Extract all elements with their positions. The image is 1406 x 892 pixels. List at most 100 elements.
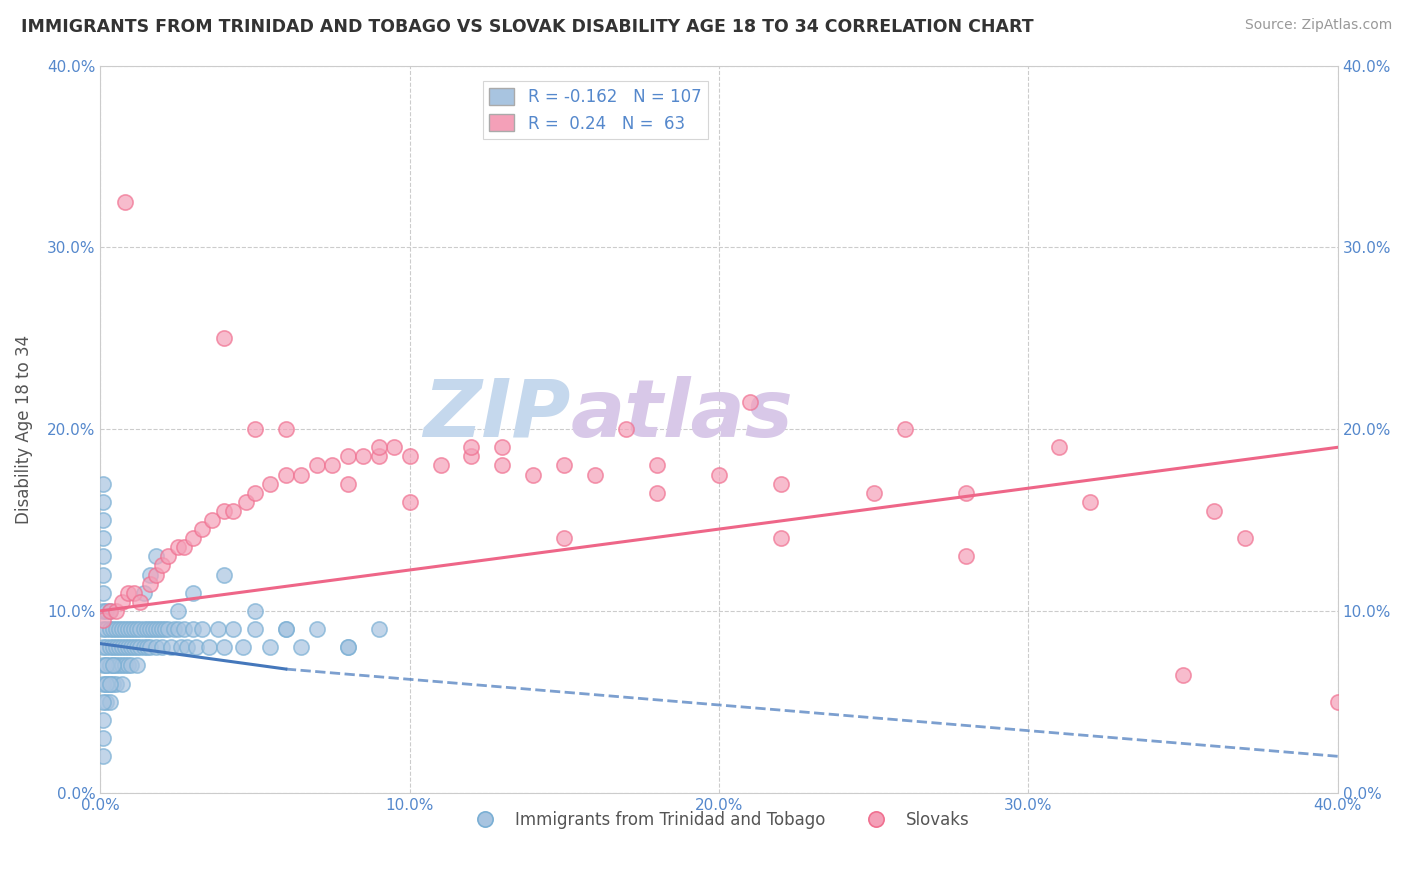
Point <box>93 713 115 727</box>
Point <box>305 622 328 636</box>
Point <box>367 440 389 454</box>
Point <box>96 676 118 690</box>
Point <box>222 622 245 636</box>
Point <box>738 395 761 409</box>
Point <box>96 604 118 618</box>
Point <box>893 422 915 436</box>
Point <box>583 467 606 482</box>
Point <box>553 458 575 473</box>
Point <box>173 622 195 636</box>
Point <box>274 422 297 436</box>
Point <box>98 604 121 618</box>
Point <box>139 576 162 591</box>
Point <box>157 622 180 636</box>
Point <box>124 585 146 599</box>
Point <box>212 504 235 518</box>
Point <box>93 622 115 636</box>
Point <box>114 658 136 673</box>
Point <box>108 658 131 673</box>
Point <box>139 567 162 582</box>
Point <box>139 622 162 636</box>
Point <box>207 622 229 636</box>
Point <box>93 549 115 564</box>
Point <box>145 567 167 582</box>
Point <box>290 640 312 655</box>
Point <box>104 640 127 655</box>
Point <box>114 194 136 209</box>
Point <box>352 450 374 464</box>
Point <box>132 585 155 599</box>
Point <box>166 541 188 555</box>
Point <box>150 558 173 573</box>
Y-axis label: Disability Age 18 to 34: Disability Age 18 to 34 <box>15 334 32 524</box>
Point <box>336 476 359 491</box>
Point <box>1078 495 1101 509</box>
Point <box>166 622 188 636</box>
Point <box>769 531 792 545</box>
Point <box>222 504 245 518</box>
Point <box>98 604 121 618</box>
Point <box>124 640 146 655</box>
Point <box>124 622 146 636</box>
Point <box>93 749 115 764</box>
Point <box>120 622 142 636</box>
Point <box>232 640 254 655</box>
Point <box>235 495 257 509</box>
Point <box>111 595 134 609</box>
Text: ZIP: ZIP <box>423 376 571 454</box>
Point <box>259 640 281 655</box>
Point <box>707 467 730 482</box>
Point <box>460 440 482 454</box>
Point <box>98 676 121 690</box>
Point <box>290 467 312 482</box>
Point <box>145 640 167 655</box>
Point <box>155 622 177 636</box>
Point <box>96 695 118 709</box>
Point <box>114 622 136 636</box>
Point <box>93 613 115 627</box>
Point <box>96 658 118 673</box>
Point <box>120 658 142 673</box>
Point <box>243 422 266 436</box>
Point <box>93 658 115 673</box>
Point <box>93 695 115 709</box>
Point <box>145 549 167 564</box>
Point <box>93 585 115 599</box>
Point <box>93 567 115 582</box>
Point <box>96 622 118 636</box>
Point <box>1326 695 1348 709</box>
Point <box>111 622 134 636</box>
Point <box>336 450 359 464</box>
Point <box>132 622 155 636</box>
Point <box>139 640 162 655</box>
Point <box>96 640 118 655</box>
Point <box>163 622 186 636</box>
Point <box>553 531 575 545</box>
Point <box>243 485 266 500</box>
Point <box>129 640 152 655</box>
Point <box>862 485 884 500</box>
Point <box>955 485 977 500</box>
Point <box>321 458 343 473</box>
Point <box>166 604 188 618</box>
Point <box>157 549 180 564</box>
Point <box>145 622 167 636</box>
Point <box>120 640 142 655</box>
Legend: Immigrants from Trinidad and Tobago, Slovaks: Immigrants from Trinidad and Tobago, Slo… <box>463 804 976 835</box>
Point <box>186 640 208 655</box>
Point <box>98 622 121 636</box>
Point <box>108 640 131 655</box>
Point <box>259 476 281 491</box>
Point <box>98 676 121 690</box>
Point <box>160 640 183 655</box>
Point <box>117 585 139 599</box>
Point <box>522 467 544 482</box>
Point <box>114 640 136 655</box>
Point <box>96 658 118 673</box>
Point <box>129 595 152 609</box>
Point <box>274 622 297 636</box>
Point <box>93 604 115 618</box>
Point <box>117 658 139 673</box>
Point <box>243 622 266 636</box>
Point <box>127 622 149 636</box>
